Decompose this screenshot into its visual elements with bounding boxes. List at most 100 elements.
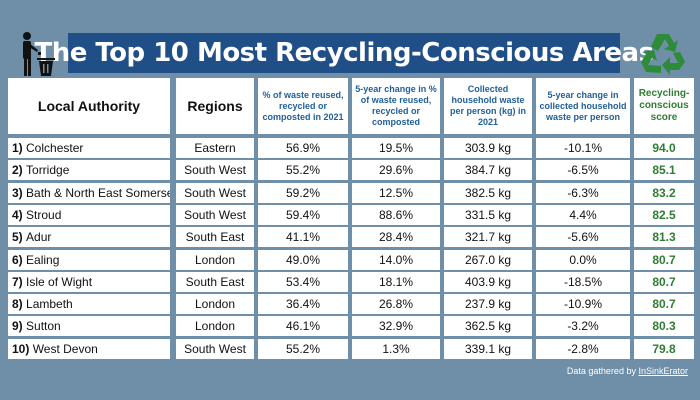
cell-waste-change: -3.2% bbox=[536, 316, 630, 336]
header-score: Recycling-conscious score bbox=[634, 78, 694, 134]
cell-score: 85.1 bbox=[634, 160, 694, 180]
cell-region: London bbox=[176, 250, 254, 270]
cell-region: South West bbox=[176, 339, 254, 359]
cell-pct-reused: 46.1% bbox=[258, 316, 348, 336]
authority-name: Colchester bbox=[26, 141, 84, 155]
header-regions: Regions bbox=[176, 78, 254, 134]
cell-pct-reused: 55.2% bbox=[258, 339, 348, 359]
cell-pct-reused: 59.4% bbox=[258, 205, 348, 225]
cell-score: 80.3 bbox=[634, 316, 694, 336]
cell-waste: 331.5 kg bbox=[444, 205, 532, 225]
cell-waste-change: -18.5% bbox=[536, 272, 630, 292]
cell-pct-reused: 59.2% bbox=[258, 183, 348, 203]
cell-pct-reused: 56.9% bbox=[258, 138, 348, 158]
cell-pct-change: 28.4% bbox=[352, 227, 440, 247]
authority-name: Isle of Wight bbox=[26, 275, 93, 289]
credit-source: InSinkErator bbox=[638, 366, 688, 376]
cell-region: South West bbox=[176, 183, 254, 203]
cell-score: 94.0 bbox=[634, 138, 694, 158]
cell-waste: 339.1 kg bbox=[444, 339, 532, 359]
authority-name: West Devon bbox=[32, 342, 98, 356]
rank-number: 4) bbox=[12, 208, 23, 222]
cell-score: 82.5 bbox=[634, 205, 694, 225]
cell-waste: 237.9 kg bbox=[444, 294, 532, 314]
cell-waste-change: 4.4% bbox=[536, 205, 630, 225]
cell-region: South West bbox=[176, 160, 254, 180]
rank-number: 7) bbox=[12, 275, 23, 289]
cell-region: Eastern bbox=[176, 138, 254, 158]
cell-pct-reused: 41.1% bbox=[258, 227, 348, 247]
cell-pct-change: 12.5% bbox=[352, 183, 440, 203]
cell-authority: 2) Torridge bbox=[8, 160, 170, 180]
cell-authority: 1) Colchester bbox=[8, 138, 170, 158]
cell-waste: 362.5 kg bbox=[444, 316, 532, 336]
rank-number: 2) bbox=[12, 163, 23, 177]
rank-number: 5) bbox=[12, 230, 23, 244]
header-local-authority: Local Authority bbox=[8, 78, 170, 134]
cell-region: South East bbox=[176, 272, 254, 292]
page-title-bar: The Top 10 Most Recycling-Conscious Area… bbox=[34, 33, 654, 73]
rank-number: 3) bbox=[12, 186, 23, 200]
cell-authority: 5) Adur bbox=[8, 227, 170, 247]
cell-pct-reused: 55.2% bbox=[258, 160, 348, 180]
cell-score: 80.7 bbox=[634, 250, 694, 270]
cell-waste-change: 0.0% bbox=[536, 250, 630, 270]
cell-pct-change: 29.6% bbox=[352, 160, 440, 180]
cell-waste-change: -6.3% bbox=[536, 183, 630, 203]
rank-number: 6) bbox=[12, 253, 23, 267]
cell-pct-change: 19.5% bbox=[352, 138, 440, 158]
rank-number: 8) bbox=[12, 297, 23, 311]
authority-name: Lambeth bbox=[26, 297, 73, 311]
cell-pct-change: 18.1% bbox=[352, 272, 440, 292]
cell-authority: 8) Lambeth bbox=[8, 294, 170, 314]
cell-waste-change: -2.8% bbox=[536, 339, 630, 359]
cell-score: 81.3 bbox=[634, 227, 694, 247]
cell-pct-reused: 53.4% bbox=[258, 272, 348, 292]
cell-region: London bbox=[176, 294, 254, 314]
cell-pct-change: 32.9% bbox=[352, 316, 440, 336]
cell-pct-reused: 49.0% bbox=[258, 250, 348, 270]
cell-waste-change: -10.9% bbox=[536, 294, 630, 314]
header-waste-change: 5-year change in collected household was… bbox=[536, 78, 630, 134]
cell-pct-change: 88.6% bbox=[352, 205, 440, 225]
cell-authority: 6) Ealing bbox=[8, 250, 170, 270]
cell-pct-change: 26.8% bbox=[352, 294, 440, 314]
recycling-symbol-icon bbox=[641, 34, 685, 75]
cell-authority: 4) Stroud bbox=[8, 205, 170, 225]
authority-name: Sutton bbox=[26, 319, 61, 333]
cell-waste-change: -10.1% bbox=[536, 138, 630, 158]
rank-number: 1) bbox=[12, 141, 23, 155]
cell-region: London bbox=[176, 316, 254, 336]
authority-name: Adur bbox=[26, 230, 52, 244]
cell-waste: 303.9 kg bbox=[444, 138, 532, 158]
cell-region: South West bbox=[176, 205, 254, 225]
authority-name: Bath & North East Somerset bbox=[26, 186, 170, 200]
header-waste-per-person: Collected household waste per person (kg… bbox=[444, 78, 532, 134]
cell-waste: 403.9 kg bbox=[444, 272, 532, 292]
cell-waste: 267.0 kg bbox=[444, 250, 532, 270]
cell-waste-change: -6.5% bbox=[536, 160, 630, 180]
cell-score: 83.2 bbox=[634, 183, 694, 203]
cell-waste: 321.7 kg bbox=[444, 227, 532, 247]
rank-number: 10) bbox=[12, 342, 30, 356]
cell-score: 80.7 bbox=[634, 294, 694, 314]
cell-authority: 7) Isle of Wight bbox=[8, 272, 170, 292]
authority-name: Ealing bbox=[26, 253, 60, 267]
cell-pct-change: 14.0% bbox=[352, 250, 440, 270]
cell-pct-reused: 36.4% bbox=[258, 294, 348, 314]
rank-number: 9) bbox=[12, 319, 23, 333]
cell-authority: 9) Sutton bbox=[8, 316, 170, 336]
authority-name: Torridge bbox=[26, 163, 70, 177]
cell-score: 80.7 bbox=[634, 272, 694, 292]
header-pct-change: 5-year change in % of waste reused, recy… bbox=[352, 78, 440, 134]
authority-name: Stroud bbox=[26, 208, 62, 222]
data-credit: Data gathered by InSinkErator bbox=[566, 366, 688, 376]
cell-region: South East bbox=[176, 227, 254, 247]
cell-waste: 382.5 kg bbox=[444, 183, 532, 203]
page-title: The Top 10 Most Recycling-Conscious Area… bbox=[34, 38, 654, 68]
recycle-bin-figure-icon bbox=[23, 32, 55, 76]
cell-waste: 384.7 kg bbox=[444, 160, 532, 180]
cell-pct-change: 1.3% bbox=[352, 339, 440, 359]
header-pct-reused: % of waste reused, recycled or composted… bbox=[258, 78, 348, 134]
cell-authority: 3) Bath & North East Somerset bbox=[8, 183, 170, 203]
